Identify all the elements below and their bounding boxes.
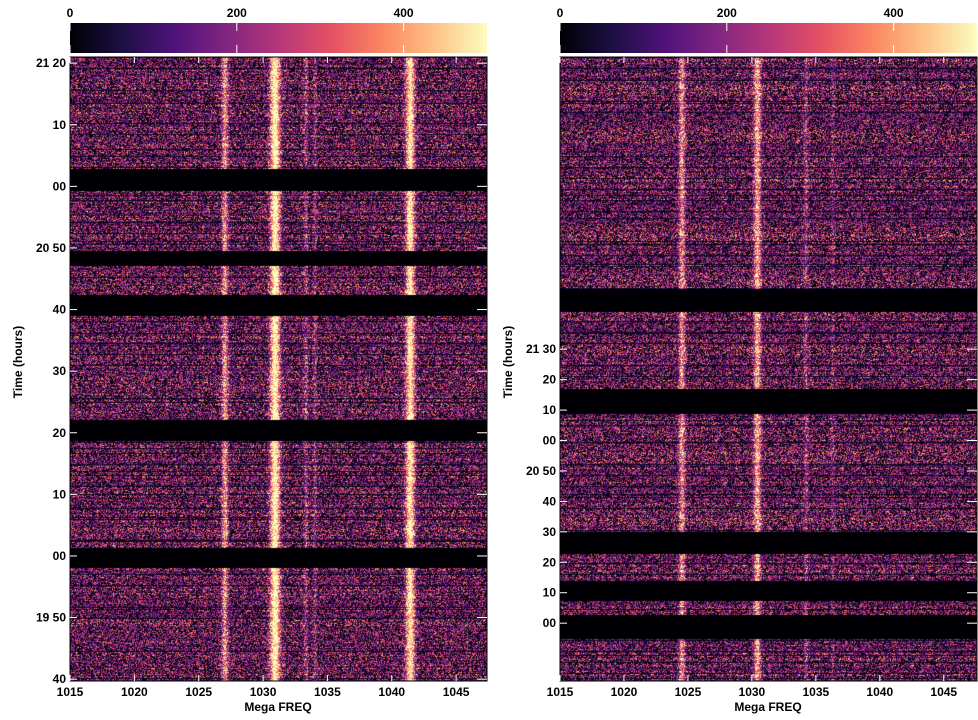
y-tick-label: 00 <box>543 616 557 630</box>
y-tick-label: 21 30 <box>526 342 556 356</box>
right-colorbar-ticks: 0 200 400 <box>557 6 904 53</box>
colorbar-tick-label: 400 <box>394 6 414 20</box>
right-colorbar <box>560 23 977 53</box>
left-colorbar-ticks: 0 200 400 <box>67 6 414 53</box>
y-tick-label: 20 <box>543 555 557 569</box>
colorbar-tick-label: 200 <box>717 6 737 20</box>
x-tick-label: 1025 <box>675 685 702 699</box>
x-tick-label: 1040 <box>866 685 893 699</box>
y-tick-label: 00 <box>53 179 67 193</box>
y-tick-label: 21 20 <box>36 56 66 70</box>
y-tick-label: 40 <box>53 672 67 686</box>
y-tick-label: 20 50 <box>526 464 556 478</box>
right-x-axis: 1015 1020 1025 1030 1035 1040 1045 <box>547 57 957 699</box>
y-tick-label: 10 <box>53 487 67 501</box>
x-tick-label: 1015 <box>57 685 84 699</box>
left-x-axis-label: Mega FREQ <box>244 700 311 714</box>
right-panel: 0 200 400 1015 1020 1025 1030 1035 1040 1045 001… <box>501 6 978 714</box>
colorbar-tick-label: 0 <box>557 6 564 20</box>
x-tick-label: 1015 <box>547 685 574 699</box>
y-tick-label: 40 <box>543 494 557 508</box>
colorbar-tick-label: 0 <box>67 6 74 20</box>
left-waterfall-heatmap <box>70 57 487 681</box>
y-tick-label: 30 <box>543 525 557 539</box>
x-tick-label: 1045 <box>443 685 470 699</box>
x-tick-label: 1020 <box>121 685 148 699</box>
left-colorbar <box>70 23 487 53</box>
x-tick-label: 1040 <box>378 685 405 699</box>
right-waterfall-heatmap <box>560 57 977 681</box>
x-tick-label: 1020 <box>611 685 638 699</box>
left-y-axis: 40 19 50 00 10 20 30 40 20 50 00 10 21 20 <box>36 56 487 686</box>
y-tick-label: 40 <box>53 303 67 317</box>
x-tick-label: 1045 <box>930 685 957 699</box>
y-tick-label: 30 <box>53 364 67 378</box>
colorbar-tick-label: 400 <box>884 6 904 20</box>
right-plot-frame <box>559 56 978 682</box>
x-tick-label: 1035 <box>802 685 829 699</box>
y-tick-label: 00 <box>543 434 557 448</box>
y-tick-label: 20 <box>53 426 67 440</box>
left-plot-frame <box>69 56 488 682</box>
x-tick-label: 1030 <box>250 685 277 699</box>
left-y-axis-label: Time (hours) <box>11 326 25 398</box>
y-tick-label: 00 <box>53 549 67 563</box>
left-panel: 0 200 400 1015 1020 1025 1030 1035 1040 1045 401… <box>11 6 488 714</box>
right-x-axis-label: Mega FREQ <box>734 700 801 714</box>
y-tick-label: 10 <box>53 118 67 132</box>
x-tick-label: 1035 <box>314 685 341 699</box>
y-tick-label: 10 <box>543 586 557 600</box>
colorbar-tick-label: 200 <box>227 6 247 20</box>
x-tick-label: 1030 <box>739 685 766 699</box>
x-tick-label: 1025 <box>185 685 212 699</box>
right-y-axis: 00 10 20 30 40 20 50 00 10 20 21 30 <box>526 342 977 630</box>
y-tick-label: 10 <box>543 403 557 417</box>
y-tick-label: 19 50 <box>36 611 66 625</box>
left-x-axis: 1015 1020 1025 1030 1035 1040 1045 <box>57 57 470 699</box>
right-y-axis-label: Time (hours) <box>501 326 515 398</box>
y-tick-label: 20 <box>543 373 557 387</box>
y-tick-label: 20 50 <box>36 241 66 255</box>
